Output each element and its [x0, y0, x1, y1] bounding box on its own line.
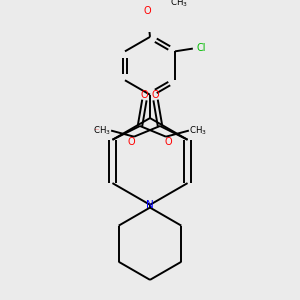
- Text: O: O: [144, 6, 152, 16]
- Text: O: O: [152, 90, 159, 100]
- Text: CH$_3$: CH$_3$: [170, 0, 188, 9]
- Text: O: O: [165, 137, 172, 147]
- Text: CH$_3$: CH$_3$: [93, 124, 111, 137]
- Text: O: O: [141, 90, 148, 100]
- Text: N: N: [146, 200, 154, 210]
- Text: Cl: Cl: [197, 43, 206, 53]
- Text: O: O: [128, 137, 135, 147]
- Text: methyl: methyl: [95, 128, 100, 130]
- Text: CH$_3$: CH$_3$: [189, 124, 207, 137]
